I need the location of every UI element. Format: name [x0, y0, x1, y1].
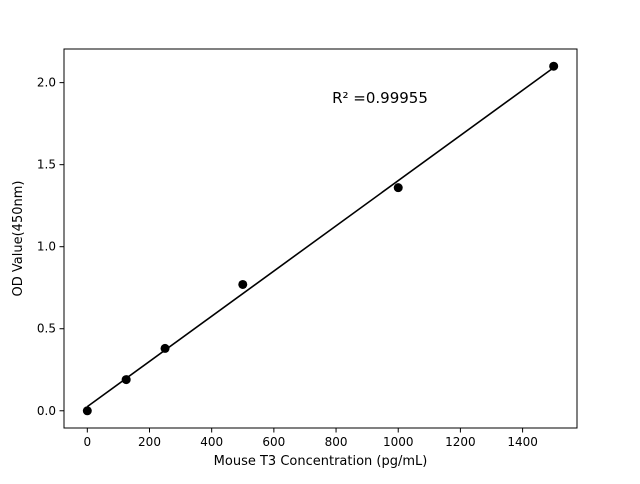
x-tick-label: 1200 — [445, 435, 476, 449]
plot-content: 0 200 400 600 800 1000 1200 1400 0.0 0.5 1.0 1.5 2.0 — [37, 61, 559, 449]
data-point — [160, 343, 170, 353]
data-point — [393, 183, 403, 193]
data-point — [549, 61, 559, 71]
x-tick-label: 1400 — [507, 435, 538, 449]
x-tick-label: 0 — [83, 435, 91, 449]
x-tick-label: 800 — [325, 435, 348, 449]
x-tick-label: 1000 — [383, 435, 414, 449]
x-tick-label: 200 — [138, 435, 161, 449]
data-point — [238, 279, 248, 289]
y-tick-label: 1.5 — [37, 158, 56, 172]
data-point — [121, 375, 131, 385]
y-tick-label: 0.0 — [37, 404, 56, 418]
x-tick-label: 400 — [200, 435, 223, 449]
y-axis-label: OD Value(450nm) — [11, 181, 26, 297]
x-tick-label: 600 — [262, 435, 285, 449]
fit-line — [86, 66, 555, 408]
data-point — [82, 406, 92, 416]
x-axis-label: Mouse T3 Concentration (pg/mL) — [214, 454, 428, 469]
y-tick-label: 0.5 — [37, 322, 56, 336]
r-squared-annotation: R² =0.99955 — [332, 89, 428, 107]
y-tick-label: 2.0 — [37, 76, 56, 90]
y-tick-label: 1.0 — [37, 240, 56, 254]
plot-border — [63, 48, 578, 429]
